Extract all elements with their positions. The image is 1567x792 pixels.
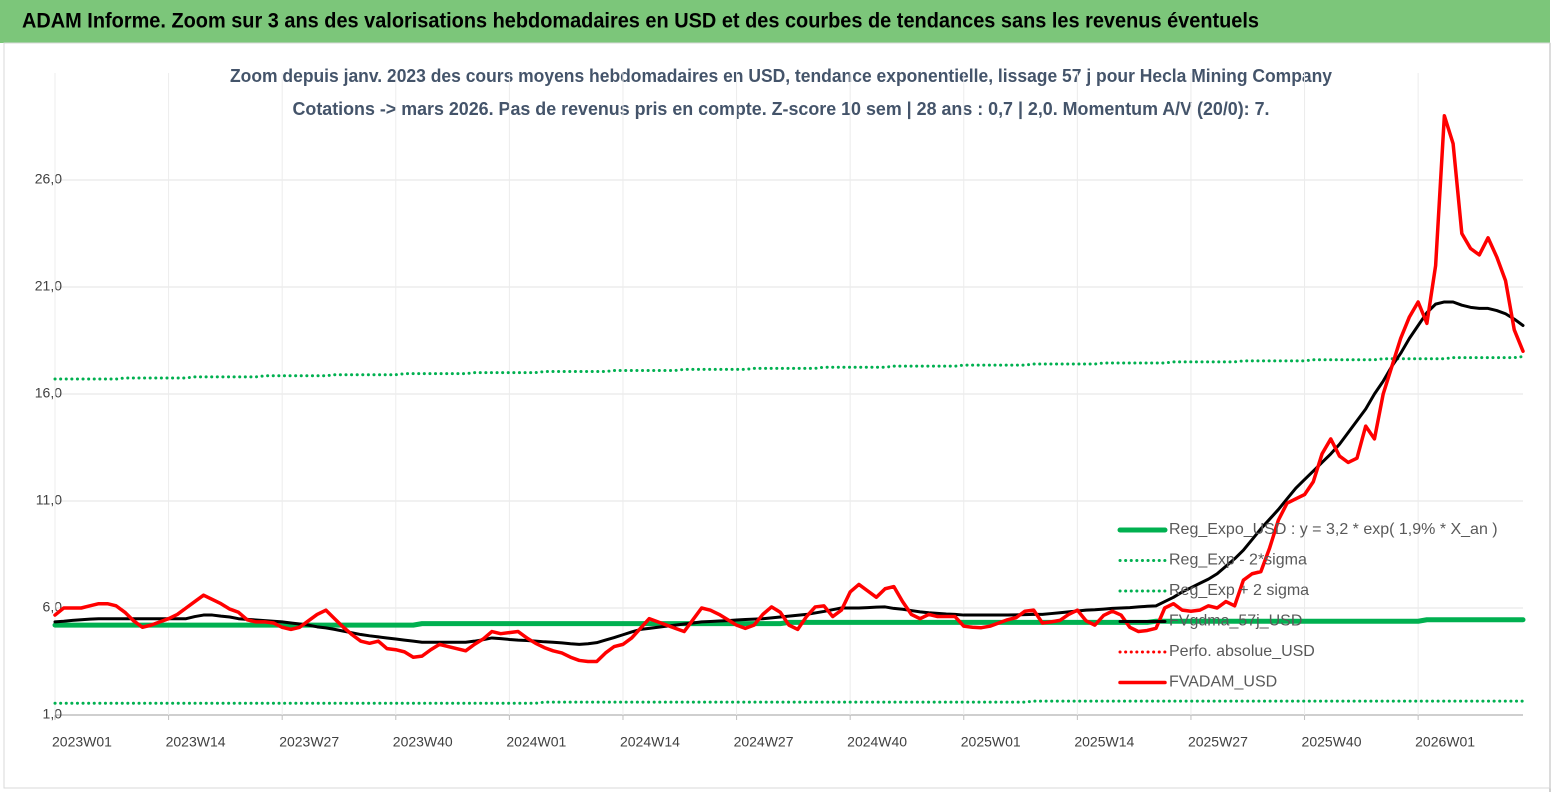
y-tick-label: 16,0 (35, 385, 62, 401)
legend-label: Reg_Expo_USD : y = 3,2 * exp( 1,9% * X_a… (1169, 521, 1498, 538)
x-tick-label: 2024W27 (734, 734, 794, 750)
x-tick-label: 2025W40 (1302, 734, 1362, 750)
chart-title: ADAM Informe. Zoom sur 3 ans des valoris… (22, 10, 1259, 33)
x-tick-label: 2026W01 (1415, 734, 1475, 750)
x-tick-label: 2024W01 (506, 734, 566, 750)
legend-label: Reg_Exp - 2*sigma (1169, 552, 1307, 569)
chart-frame (3, 42, 1551, 789)
series-line (53, 355, 1525, 381)
y-tick-label: 6,0 (43, 599, 63, 615)
y-tick-label: 26,0 (35, 171, 62, 187)
x-tick-label: 2023W27 (279, 734, 339, 750)
x-tick-label: 2025W14 (1074, 734, 1134, 750)
y-tick-label: 11,0 (36, 492, 62, 508)
x-tick-label: 2023W14 (166, 734, 226, 750)
series-line (53, 114, 1525, 664)
x-tick-label: 2025W27 (1188, 734, 1248, 750)
x-tick-label: 2024W14 (620, 734, 680, 750)
series-line (53, 300, 1525, 646)
legend-label: FVgdma_57j_USD (1169, 613, 1302, 630)
y-tick-label: 21,0 (35, 278, 62, 294)
chart-subtitle: Zoom depuis janv. 2023 des cours moyens … (230, 66, 1332, 86)
x-tick-label: 2023W40 (393, 734, 453, 750)
legend-label: Reg_Exp + 2 sigma (1169, 582, 1309, 599)
series-line (53, 699, 1525, 705)
x-tick-label: 2023W01 (52, 734, 112, 750)
header-bar (0, 0, 1550, 43)
x-tick-label: 2025W01 (961, 734, 1021, 750)
legend-label: Perfo. absolue_USD (1169, 643, 1315, 660)
legend-label: FVADAM_USD (1169, 674, 1277, 691)
x-tick-label: 2024W40 (847, 734, 907, 750)
y-tick-label: 1,0 (43, 706, 63, 722)
chart-subtitle: Cotations -> mars 2026. Pas de revenus p… (293, 99, 1270, 119)
